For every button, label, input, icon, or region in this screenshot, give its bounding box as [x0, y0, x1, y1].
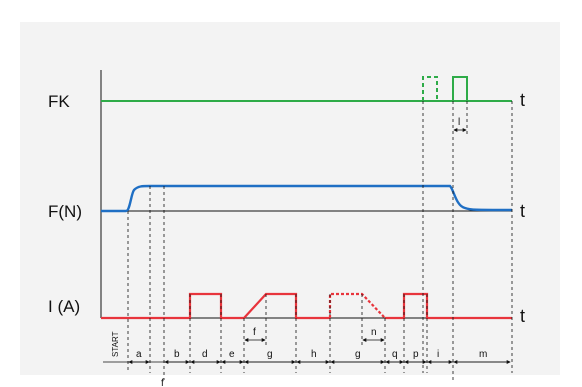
segment-arrows [103, 128, 511, 364]
segment-label-h: h [311, 349, 317, 360]
segment-label-b: b [174, 349, 180, 360]
fk-signal [101, 76, 512, 102]
segment-label-start: START [111, 331, 120, 357]
segment-label-a: a [136, 349, 142, 360]
t-label-force: t [520, 201, 525, 221]
diagram-panel [20, 22, 560, 375]
segment-label-e: e [229, 349, 235, 360]
segment-label-p: p [413, 349, 419, 360]
segment-label-n: n [371, 327, 377, 338]
segment-label-l: l [458, 117, 460, 128]
force-label: F(N) [48, 202, 82, 221]
segment-label-g1: g [267, 349, 273, 360]
segment-label-d: d [202, 349, 208, 360]
segment-label-q: q [392, 349, 398, 360]
segment-label-f: f [253, 327, 256, 338]
segment-label-f-bottom: f [161, 378, 164, 387]
segment-label-i: i [437, 349, 439, 360]
t-label-current: t [520, 306, 525, 326]
force-signal [101, 184, 513, 213]
t-label-fk: t [520, 90, 525, 110]
fk-label: FK [48, 92, 70, 111]
segment-label-g2: g [355, 349, 361, 360]
current-label: I (A) [48, 297, 80, 316]
segment-label-m: m [479, 349, 487, 360]
guide-lines [127, 101, 513, 380]
current-signal [101, 292, 512, 320]
